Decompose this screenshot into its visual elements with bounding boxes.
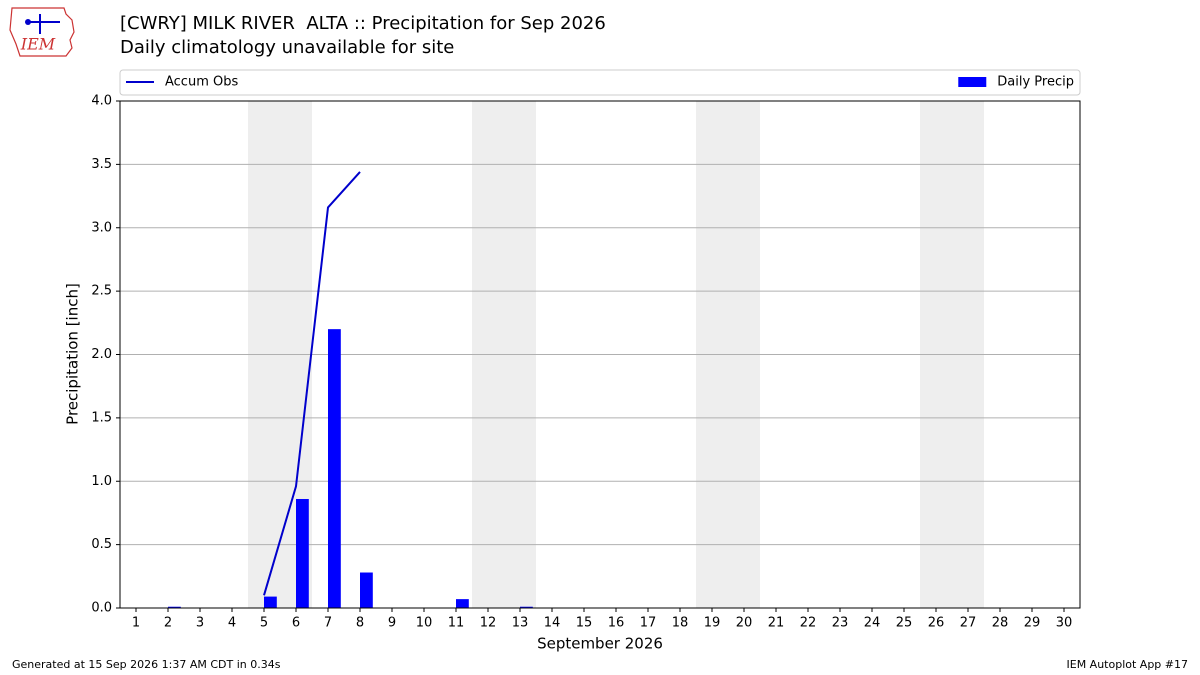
bar [296, 498, 309, 608]
x-tick-label: 14 [544, 616, 561, 631]
x-tick-label: 9 [388, 616, 396, 631]
logo: IEM [9, 7, 75, 57]
x-tick-label: 29 [1024, 616, 1041, 631]
x-tick-label: 22 [800, 616, 817, 631]
chart-title: [CWRY] MILK RIVER ALTA :: Precipitation … [120, 13, 606, 34]
x-tick-label: 12 [480, 616, 497, 631]
y-tick-label: 1.0 [91, 474, 112, 489]
bar [264, 596, 277, 608]
y-tick-label: 3.5 [91, 157, 112, 172]
x-tick-label: 4 [228, 616, 236, 631]
footer-left: Generated at 15 Sep 2026 1:37 AM CDT in … [12, 658, 281, 671]
x-tick-label: 19 [704, 616, 721, 631]
y-tick-label: 4.0 [91, 94, 112, 109]
legend-swatch [958, 77, 987, 87]
x-tick-label: 8 [356, 616, 364, 631]
x-tick-label: 20 [736, 616, 753, 631]
bar [520, 606, 533, 608]
x-tick-label: 6 [292, 616, 300, 631]
x-axis-label: September 2026 [537, 635, 663, 653]
y-tick-label: 2.5 [91, 284, 112, 299]
legend-label: Daily Precip [997, 75, 1074, 90]
x-tick-label: 28 [992, 616, 1009, 631]
x-tick-label: 18 [672, 616, 689, 631]
x-tick-label: 16 [608, 616, 625, 631]
x-tick-label: 2 [164, 616, 172, 631]
legend-label: Accum Obs [165, 75, 238, 90]
x-tick-label: 26 [928, 616, 945, 631]
x-tick-label: 11 [448, 616, 465, 631]
logo-text: IEM [20, 35, 56, 54]
x-tick-label: 17 [640, 616, 657, 631]
y-axis-label: Precipitation [inch] [64, 283, 82, 425]
bar [328, 329, 341, 608]
x-tick-label: 21 [768, 616, 785, 631]
x-tick-label: 30 [1056, 616, 1073, 631]
x-tick-label: 7 [324, 616, 332, 631]
y-tick-label: 2.0 [91, 347, 112, 362]
x-tick-label: 1 [132, 616, 140, 631]
bar [360, 572, 373, 608]
legend-box [119, 69, 1081, 96]
footer-right: IEM Autoplot App #17 [1067, 658, 1189, 671]
plot-frame [119, 100, 1081, 609]
x-tick-label: 10 [416, 616, 433, 631]
chart-subtitle: Daily climatology unavailable for site [120, 37, 454, 58]
x-tick-label: 23 [832, 616, 849, 631]
bar [456, 599, 469, 608]
x-tick-label: 13 [512, 616, 529, 631]
x-tick-label: 15 [576, 616, 593, 631]
x-tick-label: 5 [260, 616, 268, 631]
y-tick-label: 0.0 [91, 601, 112, 616]
x-tick-label: 3 [196, 616, 204, 631]
x-tick-label: 24 [864, 616, 881, 631]
x-tick-label: 27 [960, 616, 977, 631]
x-tick-label: 25 [896, 616, 913, 631]
accum-line [263, 171, 361, 596]
y-tick-label: 1.5 [91, 410, 112, 425]
bar [168, 606, 181, 608]
y-tick-label: 3.0 [91, 220, 112, 235]
y-tick-label: 0.5 [91, 537, 112, 552]
